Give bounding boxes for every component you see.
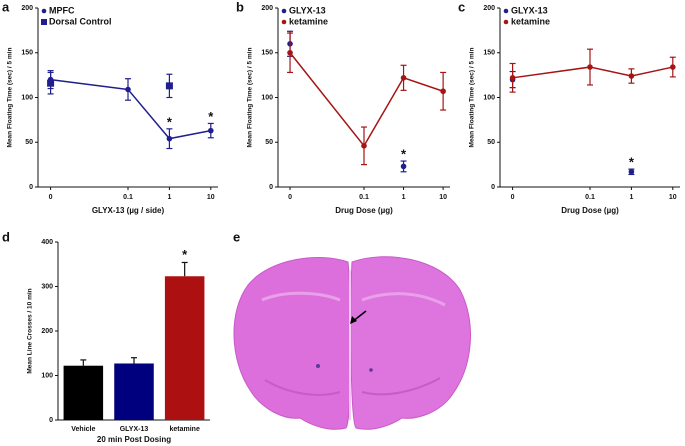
legend-label: MPFC bbox=[49, 5, 75, 15]
marker bbox=[165, 82, 173, 90]
significance: * bbox=[167, 114, 173, 129]
legend-label: GLYX-13 bbox=[511, 5, 548, 15]
legend-marker bbox=[281, 8, 287, 14]
series-line bbox=[289, 52, 444, 148]
marker bbox=[509, 75, 516, 81]
x-tick-label: 1 bbox=[167, 194, 171, 201]
marker bbox=[440, 88, 446, 95]
x-tick-label: Vehicle bbox=[71, 426, 95, 433]
legend-label: Dorsal Control bbox=[49, 16, 112, 26]
legend-label: ketamine bbox=[511, 16, 550, 26]
y-tick-label: 200 bbox=[41, 328, 53, 335]
panel-letter: a bbox=[2, 0, 10, 14]
y-tick-label: 100 bbox=[41, 372, 53, 379]
y-tick-label: 100 bbox=[261, 94, 273, 101]
brain-image bbox=[233, 256, 471, 430]
y-tick-label: 150 bbox=[21, 50, 33, 57]
y-tick-label: 0 bbox=[269, 184, 273, 191]
legend-marker bbox=[41, 8, 47, 14]
panel-letter: e bbox=[233, 229, 240, 244]
marker bbox=[287, 49, 293, 56]
x-tick-label: 0.1 bbox=[123, 194, 133, 201]
x-axis-label: GLYX-13 (µg / side) bbox=[92, 206, 165, 215]
y-tick-label: 200 bbox=[21, 5, 33, 12]
marker bbox=[47, 79, 55, 87]
x-tick-label: 0.1 bbox=[359, 194, 369, 201]
y-tick-label: 0 bbox=[49, 417, 53, 424]
bar bbox=[114, 363, 154, 420]
marker bbox=[361, 143, 367, 149]
x-axis-label: 20 min Post Dosing bbox=[97, 435, 171, 444]
x-tick-label: 10 bbox=[207, 194, 215, 201]
legend-marker bbox=[41, 19, 47, 25]
series-line bbox=[50, 78, 211, 140]
x-tick-label: 0.1 bbox=[585, 194, 595, 201]
significance: * bbox=[208, 109, 214, 124]
x-tick-label: 0 bbox=[49, 194, 53, 201]
marker bbox=[208, 127, 214, 134]
panel-letter: c bbox=[458, 0, 465, 14]
marker bbox=[166, 135, 173, 142]
marker bbox=[670, 64, 676, 70]
marker bbox=[628, 168, 635, 175]
x-axis-label: Drug Dose (µg) bbox=[561, 206, 619, 215]
marker bbox=[125, 86, 131, 93]
y-tick-label: 50 bbox=[265, 139, 273, 146]
x-tick-label: 10 bbox=[669, 194, 677, 201]
x-tick-label: GLYX-13 bbox=[120, 426, 149, 433]
y-tick-label: 50 bbox=[487, 139, 495, 146]
y-tick-label: 150 bbox=[483, 50, 495, 57]
y-tick-label: 200 bbox=[483, 5, 495, 12]
y-tick-label: 300 bbox=[41, 283, 53, 290]
x-axis-label: Drug Dose (µg) bbox=[335, 206, 393, 215]
y-axis-label: Mean Floating Time (sec) / 5 min bbox=[469, 48, 476, 148]
marker bbox=[400, 163, 407, 170]
y-tick-label: 150 bbox=[261, 50, 273, 57]
series-line bbox=[512, 66, 673, 79]
panel-letter: b bbox=[236, 0, 244, 14]
x-tick-label: 10 bbox=[439, 194, 447, 201]
significance: * bbox=[182, 247, 188, 262]
significance: * bbox=[401, 146, 407, 161]
marker bbox=[587, 64, 593, 70]
legend-marker bbox=[503, 8, 509, 14]
y-tick-label: 0 bbox=[491, 184, 495, 191]
y-tick-label: 50 bbox=[25, 139, 33, 146]
legend-marker bbox=[503, 19, 509, 25]
marker bbox=[628, 73, 635, 79]
bar bbox=[63, 365, 104, 420]
legend-marker bbox=[281, 19, 287, 25]
y-tick-label: 0 bbox=[29, 184, 33, 191]
y-tick-label: 100 bbox=[483, 94, 495, 101]
y-axis-label: Mean Floating Time (sec) / 5 min bbox=[7, 48, 14, 148]
y-tick-label: 400 bbox=[41, 239, 53, 246]
y-axis-label: Mean Floating Time (sec) / 5 min bbox=[247, 48, 254, 148]
legend-label: ketamine bbox=[289, 16, 328, 26]
marker bbox=[400, 75, 407, 81]
legend-label: GLYX-13 bbox=[289, 5, 326, 15]
y-axis-label: Mean Line Crosses / 10 min bbox=[27, 288, 34, 373]
x-tick-label: ketamine bbox=[169, 426, 199, 433]
y-tick-label: 200 bbox=[261, 5, 273, 12]
panel-letter: d bbox=[2, 229, 10, 244]
x-tick-label: 0 bbox=[288, 194, 292, 201]
x-tick-label: 1 bbox=[402, 194, 406, 201]
significance: * bbox=[629, 155, 635, 170]
x-tick-label: 1 bbox=[629, 194, 633, 201]
bar bbox=[164, 276, 205, 420]
y-tick-label: 100 bbox=[21, 94, 33, 101]
x-tick-label: 0 bbox=[511, 194, 515, 201]
